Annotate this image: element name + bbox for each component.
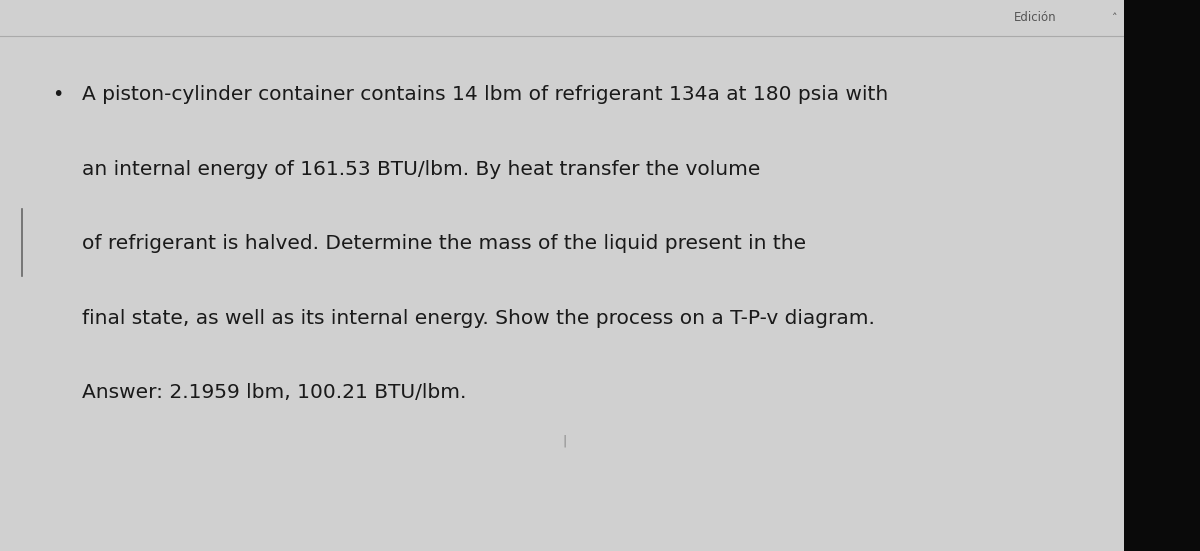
Text: of refrigerant is halved. Determine the mass of the liquid present in the: of refrigerant is halved. Determine the … <box>82 234 805 253</box>
Text: |: | <box>562 434 566 447</box>
Text: Answer: 2.1959 lbm, 100.21 BTU/lbm.: Answer: 2.1959 lbm, 100.21 BTU/lbm. <box>82 383 466 402</box>
Text: ˄: ˄ <box>1112 13 1117 23</box>
Bar <box>1124 0 1200 551</box>
Text: A piston-cylinder container contains 14 lbm of refrigerant 134a at 180 psia with: A piston-cylinder container contains 14 … <box>82 85 888 104</box>
Text: an internal energy of 161.53 BTU/lbm. By heat transfer the volume: an internal energy of 161.53 BTU/lbm. By… <box>82 160 760 179</box>
Text: Edición: Edición <box>1014 11 1057 24</box>
Text: final state, as well as its internal energy. Show the process on a T-P-v diagram: final state, as well as its internal ene… <box>82 309 875 327</box>
Text: •: • <box>52 85 64 104</box>
